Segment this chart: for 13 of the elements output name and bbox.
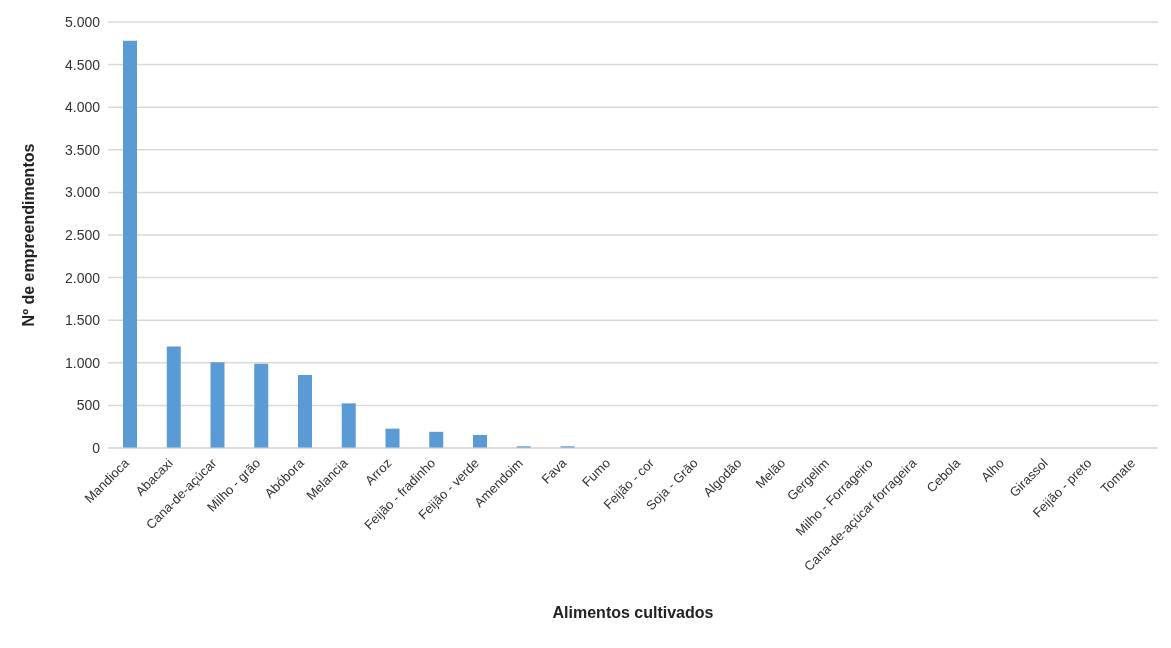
y-tick-label: 3.500 [64, 141, 101, 158]
y-tick-label: 2.000 [64, 269, 101, 286]
y-tick-label: 1.000 [64, 354, 101, 371]
y-tick-label: 500 [76, 397, 101, 414]
y-tick-label: 2.500 [64, 226, 101, 243]
y-tick-label: 4.000 [64, 99, 101, 116]
y-tick-label: 0 [92, 439, 101, 456]
y-tick-label: 3.000 [64, 184, 101, 201]
x-axis-title: Alimentos cultivados [552, 604, 714, 621]
y-tick-label: 4.500 [64, 56, 101, 73]
y-tick-label: 1.500 [64, 312, 101, 329]
y-axis-title: Nº de empreendimentos [19, 143, 37, 327]
y-tick-label: 5.000 [64, 13, 101, 30]
